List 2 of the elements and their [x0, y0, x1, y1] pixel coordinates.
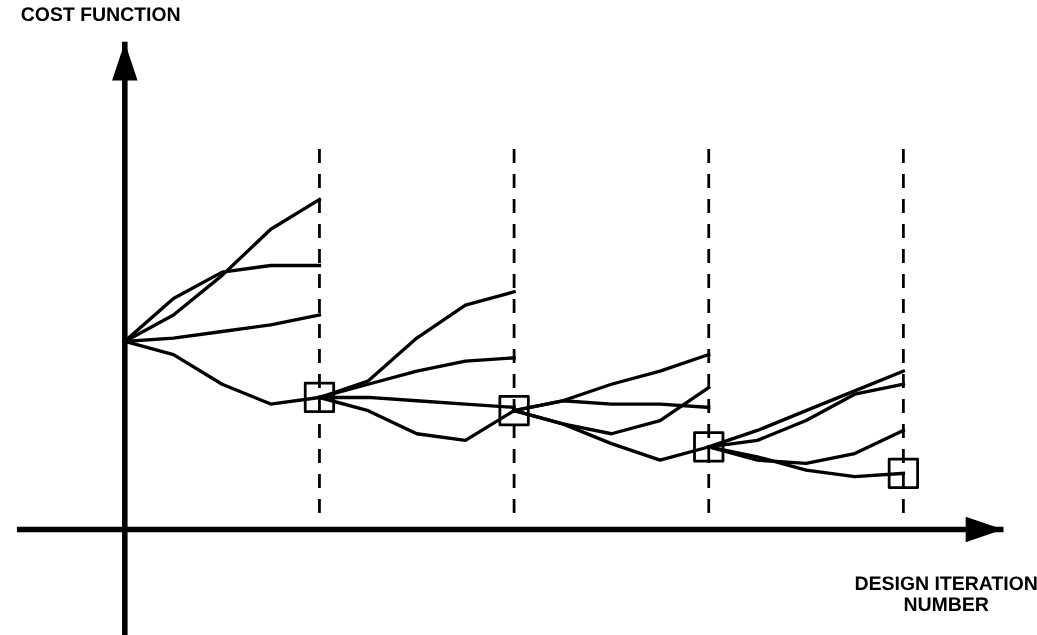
x-axis-title: DESIGN ITERATION NUMBER [855, 576, 1037, 612]
text: COST FUNCTION [21, 7, 180, 22]
